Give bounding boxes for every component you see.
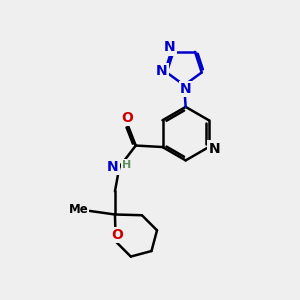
- Text: Me: Me: [68, 203, 88, 216]
- Text: N: N: [156, 64, 168, 78]
- Text: N: N: [208, 142, 220, 155]
- Text: H: H: [122, 160, 131, 170]
- Text: N: N: [164, 40, 176, 54]
- Text: O: O: [121, 111, 133, 124]
- Text: N: N: [180, 82, 191, 96]
- Text: N: N: [107, 160, 119, 174]
- Text: O: O: [111, 228, 123, 242]
